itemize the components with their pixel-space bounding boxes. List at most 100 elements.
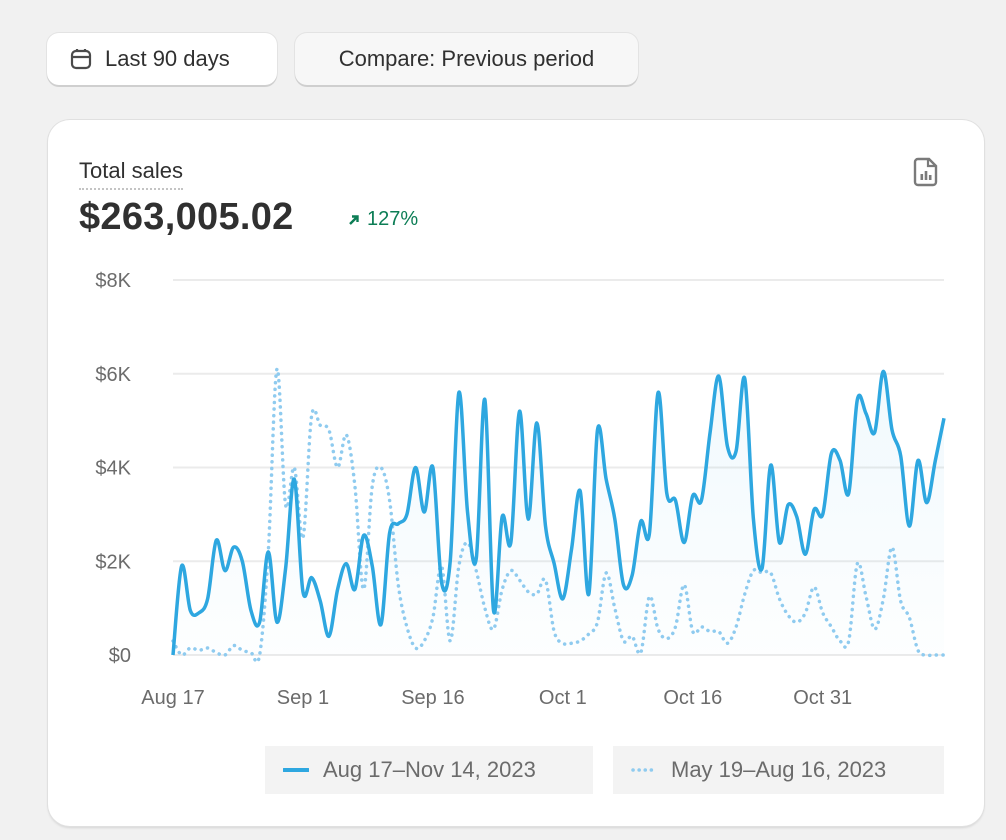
legend-label-previous: May 19–Aug 16, 2023: [671, 757, 887, 782]
current-data-point: [662, 488, 672, 498]
previous-data-point: [662, 634, 672, 644]
current-data-point: [566, 545, 576, 555]
current-data-point: [229, 542, 239, 552]
current-data-point: [679, 538, 689, 548]
current-data-point: [852, 395, 862, 405]
current-data-point: [523, 514, 533, 524]
current-data-point: [601, 474, 611, 484]
current-data-point: [870, 427, 880, 437]
previous-data-point: [333, 463, 343, 473]
current-data-point: [584, 589, 594, 599]
current-data-point: [835, 455, 845, 465]
current-data-point: [774, 538, 784, 548]
current-data-point: [385, 528, 395, 538]
previous-data-point: [696, 622, 706, 632]
current-data-point: [411, 463, 421, 473]
current-data-point: [203, 594, 213, 604]
current-data-point: [575, 486, 585, 496]
previous-data-point: [359, 584, 369, 594]
previous-data-point: [922, 650, 932, 660]
previous-data-point: [489, 624, 499, 634]
previous-data-point: [281, 500, 291, 510]
previous-data-point: [610, 603, 620, 613]
previous-data-point: [549, 627, 559, 637]
current-data-point: [454, 388, 464, 398]
current-data-point: [419, 507, 429, 517]
previous-data-point: [324, 425, 334, 435]
previous-data-point: [844, 636, 854, 646]
previous-data-point: [627, 631, 637, 641]
current-data-point: [826, 448, 836, 458]
previous-data-point: [878, 594, 888, 604]
x-tick-label: Oct 31: [793, 687, 852, 709]
previous-data-point: [419, 636, 429, 646]
x-tick-label: Oct 16: [663, 687, 722, 709]
current-data-point: [670, 495, 680, 505]
previous-data-point: [237, 645, 247, 655]
previous-data-point: [315, 420, 325, 430]
previous-data-point: [887, 542, 897, 552]
current-data-point: [922, 498, 932, 508]
current-data-point: [549, 559, 559, 569]
current-data-point: [696, 495, 706, 505]
current-data-point: [592, 425, 602, 435]
previous-data-point: [584, 629, 594, 639]
previous-data-point: [774, 594, 784, 604]
current-data-point: [627, 570, 637, 580]
current-data-point: [220, 566, 230, 576]
previous-data-point: [688, 627, 698, 637]
current-data-point: [644, 528, 654, 538]
previous-data-point: [653, 624, 663, 634]
current-data-point: [636, 516, 646, 526]
legend-item-current[interactable]: Aug 17–Nov 14, 2023: [265, 746, 593, 794]
y-tick-label: $2K: [95, 551, 131, 573]
previous-data-point: [913, 645, 923, 655]
current-data-point: [800, 549, 810, 559]
current-data-point: [185, 605, 195, 615]
previous-data-point: [904, 613, 914, 623]
current-data-point: [333, 584, 343, 594]
previous-data-point: [558, 638, 568, 648]
previous-data-point: [177, 650, 187, 660]
compare-button[interactable]: Compare: Previous period: [295, 33, 638, 85]
previous-data-point: [471, 566, 481, 576]
previous-data-point: [194, 645, 204, 655]
current-data-point: [298, 587, 308, 597]
previous-data-point: [203, 643, 213, 653]
previous-data-point: [255, 650, 265, 660]
current-data-point: [497, 512, 507, 522]
card-title[interactable]: Total sales: [79, 158, 183, 190]
current-data-point: [194, 608, 204, 618]
current-data-point: [376, 620, 386, 630]
previous-data-point: [835, 636, 845, 646]
current-data-point: [445, 556, 455, 566]
current-data-point: [618, 580, 628, 590]
previous-data-point: [497, 584, 507, 594]
current-data-point: [818, 509, 828, 519]
report-icon[interactable]: [912, 156, 940, 188]
current-data-point: [878, 366, 888, 376]
current-data-point: [783, 500, 793, 510]
previous-data-point: [714, 627, 724, 637]
previous-data-point: [939, 650, 949, 660]
delta-value: 127%: [367, 208, 419, 230]
previous-data-point: [722, 638, 732, 648]
previous-data-point: [826, 622, 836, 632]
previous-data-point: [792, 617, 802, 627]
current-data-point: [341, 559, 351, 569]
previous-data-point: [896, 596, 906, 606]
previous-data-point: [454, 561, 464, 571]
current-data-point: [610, 514, 620, 524]
previous-data-point: [515, 575, 525, 585]
current-data-point: [792, 512, 802, 522]
current-data-point: [255, 617, 265, 627]
previous-data-point: [731, 622, 741, 632]
current-period-line: [171, 369, 946, 656]
date-range-button[interactable]: Last 90 days: [47, 33, 277, 85]
legend-item-previous[interactable]: May 19–Aug 16, 2023: [613, 746, 944, 794]
previous-data-point: [437, 561, 447, 571]
previous-data-point: [229, 641, 239, 651]
y-tick-label: $8K: [95, 270, 131, 292]
current-data-point: [428, 463, 438, 473]
previous-data-point: [341, 430, 351, 440]
